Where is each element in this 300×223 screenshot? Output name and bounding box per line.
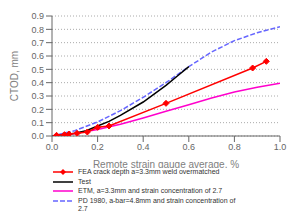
html-text:PD 1980, a-bar=4.8mm and strai: PD 1980, a-bar=4.8mm and strain concentr… xyxy=(78,196,236,212)
svg-text:0.9: 0.9 xyxy=(31,11,44,21)
svg-text:0.2: 0.2 xyxy=(31,105,44,115)
svg-text:0.2: 0.2 xyxy=(91,142,104,152)
svg-text:Remote strain gauge average, %: Remote strain gauge average, % xyxy=(93,159,239,168)
html-text:Test: Test xyxy=(78,177,91,185)
svg-text:0.5: 0.5 xyxy=(31,65,44,75)
svg-text:0.4: 0.4 xyxy=(31,78,44,88)
svg-text:0.4: 0.4 xyxy=(137,142,150,152)
svg-text:0.0: 0.0 xyxy=(31,131,44,141)
svg-text:0.6: 0.6 xyxy=(183,142,196,152)
svg-text:0.0: 0.0 xyxy=(46,142,59,152)
html-text:ETM, a=3.3mm and strain concen: ETM, a=3.3mm and strain concentration of… xyxy=(78,187,223,194)
svg-text:0.8: 0.8 xyxy=(228,142,241,152)
svg-text:0.6: 0.6 xyxy=(31,51,44,61)
svg-text:0.3: 0.3 xyxy=(31,91,44,101)
svg-text:0.8: 0.8 xyxy=(31,25,44,35)
svg-text:CTOD, mm: CTOD, mm xyxy=(9,51,20,101)
svg-text:1.0: 1.0 xyxy=(274,142,287,152)
svg-text:0.7: 0.7 xyxy=(31,38,44,48)
svg-text:0.1: 0.1 xyxy=(31,118,44,128)
html-text:FEA crack depth a=3.3mm weld o: FEA crack depth a=3.3mm weld overmatched xyxy=(78,168,220,175)
